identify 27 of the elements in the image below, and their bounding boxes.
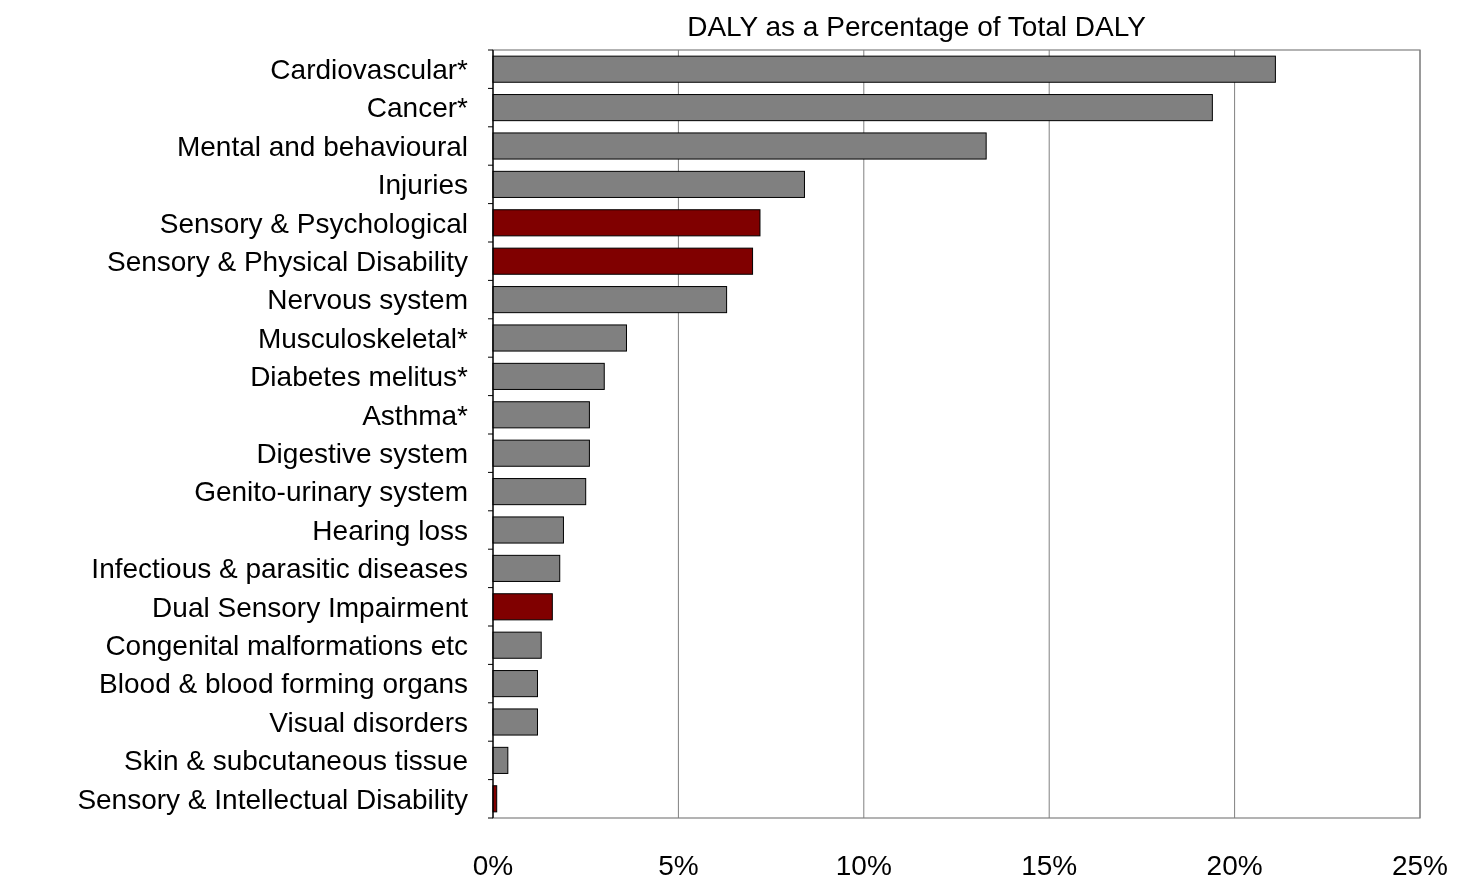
y-tick-label: Skin & subcutaneous tissue [124, 745, 468, 777]
y-tick-label: Cancer* [366, 92, 469, 124]
y-tick-label: Blood & blood forming organs [99, 668, 468, 700]
x-tick-label: 15% [1021, 850, 1078, 881]
x-tick-label: 25% [1391, 850, 1449, 881]
chart-title: DALY as a Percentage of Total DALY [687, 11, 1147, 42]
y-tick-label: Congenital malformations etc [105, 630, 468, 661]
y-tick-label: Diabetes melitus* [250, 361, 469, 393]
y-tick-label: Visual disorders [269, 706, 468, 738]
y-tick-label: Nervous system [267, 284, 468, 316]
y-tick-label: Genito-urinary system [194, 476, 468, 508]
y-tick-label: Cardiovascular* [270, 54, 469, 85]
x-tick-label: 5% [658, 850, 699, 881]
y-tick-label: Digestive system [256, 438, 468, 469]
y-tick-label: Asthma* [362, 399, 469, 431]
y-tick-label: Sensory & Psychological [159, 207, 468, 239]
y-tick-label: Sensory & Physical Disability [106, 246, 468, 277]
y-tick-label: Injuries [377, 169, 468, 201]
y-tick-label: Hearing loss [312, 514, 468, 546]
y-tick-label: Musculoskeletal* [257, 322, 469, 354]
y-tick-label: Infectious & parasitic diseases [91, 553, 468, 585]
x-tick-label: 20% [1206, 850, 1263, 881]
y-tick-label: Sensory & Intellectual Disability [77, 783, 468, 815]
y-tick-label: Dual Sensory Impairment [152, 591, 469, 623]
y-tick-label: Mental and behavioural [176, 130, 468, 162]
x-tick-label: 0% [472, 850, 514, 881]
x-tick-label: 10% [835, 850, 892, 881]
